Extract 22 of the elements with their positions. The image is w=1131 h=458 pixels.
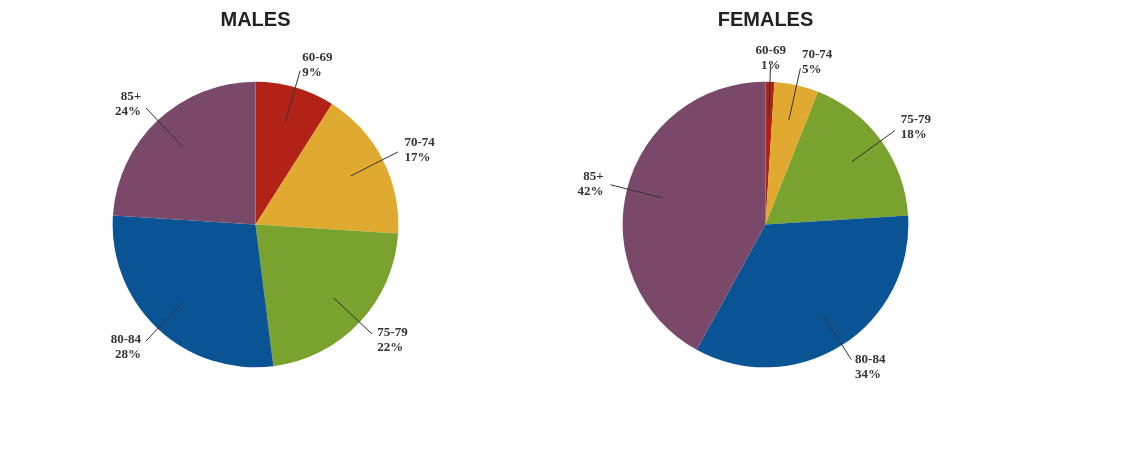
data-label: 9% xyxy=(302,63,322,79)
slice-label: 85+ xyxy=(120,87,142,103)
slice-label: 75-79 xyxy=(900,111,932,127)
data-label: 18% xyxy=(900,126,927,142)
slice-label: 70-74 xyxy=(801,46,833,62)
data-label: 1% xyxy=(761,57,781,73)
slice-label: 60-69 xyxy=(302,48,333,64)
data-label: 22% xyxy=(377,338,404,354)
slice-label: 70-74 xyxy=(404,133,436,149)
slice-label: 80-84 xyxy=(855,350,886,366)
slice-label: 85+ xyxy=(583,167,604,183)
data-label: 17% xyxy=(404,148,431,164)
slice-label: 60-69 xyxy=(755,42,787,58)
data-label: 42% xyxy=(577,182,604,198)
data-label: 24% xyxy=(115,102,142,118)
chart-title: FEMALES xyxy=(717,7,814,30)
data-label: 5% xyxy=(801,61,822,77)
data-label: 34% xyxy=(855,365,882,381)
slice-label: 75-79 xyxy=(377,323,409,339)
data-label: 28% xyxy=(115,346,142,362)
chart-title: MALES xyxy=(220,7,291,30)
slice-label: 80-84 xyxy=(110,331,142,347)
